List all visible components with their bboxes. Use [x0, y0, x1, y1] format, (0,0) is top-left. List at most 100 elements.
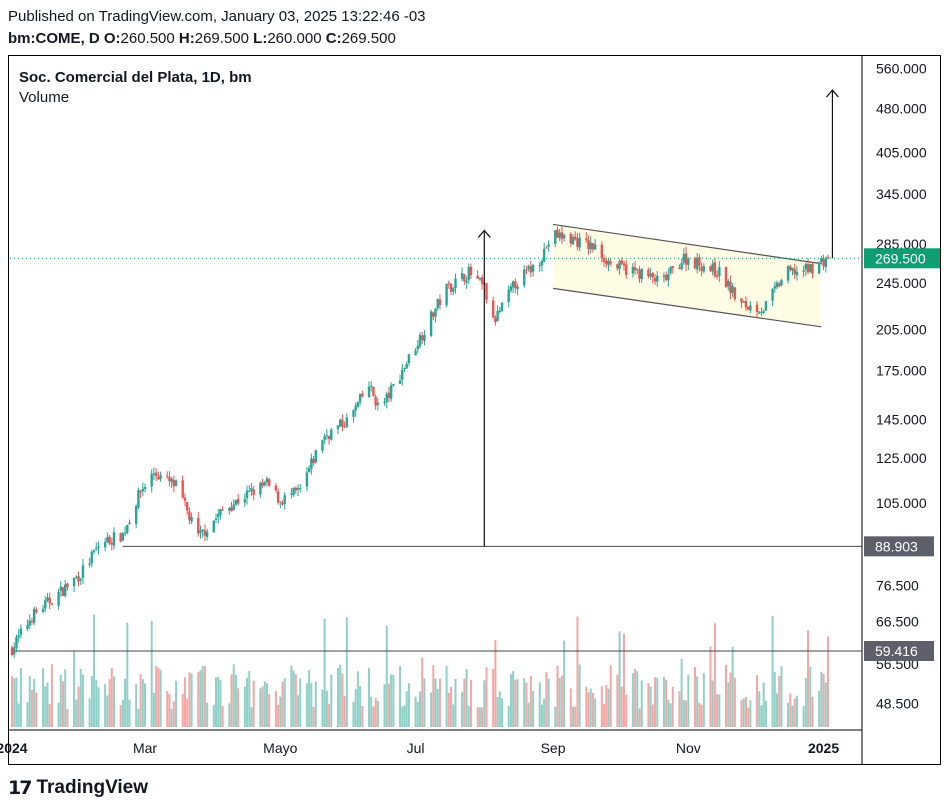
volume-bar: [669, 703, 672, 727]
volume-bar: [323, 618, 326, 727]
brand-footer[interactable]: 17 TradingView: [8, 777, 148, 799]
volume-bar: [35, 692, 38, 727]
volume-bar: [26, 702, 29, 727]
candle-body: [558, 232, 561, 238]
volume-bar: [733, 677, 736, 727]
candle-body: [554, 230, 557, 244]
volume-bar: [421, 657, 424, 727]
volume-bar: [168, 693, 171, 727]
volume-bar: [28, 676, 31, 727]
candle-body: [778, 283, 781, 287]
candle-body: [452, 288, 455, 292]
candle-body: [252, 489, 255, 496]
candle-body: [75, 576, 78, 578]
candle-body: [341, 419, 344, 427]
candle-body: [19, 628, 23, 635]
candle-body: [711, 263, 714, 272]
volume-bar: [93, 614, 96, 727]
brand-name: TradingView: [36, 777, 149, 798]
candle-body: [276, 491, 280, 503]
volume-bar: [354, 688, 357, 727]
volume-bar: [438, 678, 441, 727]
volume-bar: [572, 706, 574, 727]
candle-body: [429, 311, 433, 336]
volume-bar: [662, 677, 665, 727]
volume-bar: [339, 664, 342, 727]
volume-bar: [498, 691, 501, 727]
volume-bar: [368, 667, 370, 727]
candle-body: [678, 268, 681, 270]
volume-bar: [128, 699, 131, 727]
candle-body: [299, 487, 302, 489]
volume-bar: [219, 679, 222, 727]
time-tick-label: Jul: [407, 740, 425, 756]
volume-bar: [170, 708, 173, 727]
candle-body: [274, 485, 278, 491]
candle-body: [296, 488, 300, 490]
volume-bar: [616, 674, 619, 727]
candle-body: [356, 402, 360, 407]
volume-bar: [527, 702, 530, 727]
candle-body: [343, 426, 346, 428]
volume-bar: [603, 704, 606, 727]
volume-bar: [609, 665, 612, 727]
candle-body: [106, 537, 109, 543]
candle-body: [245, 490, 249, 499]
volume-bar: [811, 696, 814, 727]
candle-body: [13, 647, 16, 655]
volume-bar: [361, 705, 364, 727]
price-tick-label: 105.000: [876, 495, 927, 511]
candle-body: [421, 335, 424, 340]
volume-bar: [139, 674, 142, 727]
candle-body: [265, 478, 269, 483]
volume-bar: [802, 706, 805, 727]
candle-body: [809, 264, 812, 272]
candle-body: [478, 277, 482, 280]
candle-body: [454, 278, 457, 289]
volume-bar: [50, 664, 53, 727]
measure-arrow-head: [477, 229, 491, 238]
volume-bar: [560, 675, 563, 727]
volume-bar: [79, 668, 82, 727]
candle-body: [709, 266, 712, 271]
volume-bar: [744, 697, 747, 727]
volume-bar: [228, 703, 231, 727]
volume-bar: [57, 702, 60, 727]
candle-body: [143, 486, 147, 490]
candle-body: [746, 306, 750, 310]
volume-bar: [188, 672, 191, 727]
volume-bar: [698, 702, 701, 727]
candle-body: [197, 517, 200, 534]
volume-bar: [747, 707, 750, 727]
volume-bar: [773, 671, 776, 727]
close-value: 269.500: [341, 30, 396, 47]
volume-bar: [15, 677, 18, 727]
volume-bar: [234, 675, 237, 727]
legend-volume: Volume: [19, 89, 70, 106]
price-tick-label: 205.000: [876, 321, 927, 337]
candle-body: [48, 597, 51, 604]
candle-body: [199, 530, 202, 533]
volume-bar: [297, 695, 300, 727]
volume-bar: [48, 704, 51, 727]
volume-bar: [201, 666, 204, 727]
volume-bar: [294, 674, 297, 727]
candle-body: [693, 258, 697, 269]
volume-bar: [305, 683, 308, 727]
candle-body: [806, 264, 810, 273]
candle-body: [713, 262, 717, 277]
volume-bar: [501, 698, 504, 727]
volume-bar: [702, 673, 705, 727]
time-axis[interactable]: 2024 Mar Mayo Jul Sep Nov 2025: [0, 740, 839, 756]
volume-bar: [776, 693, 778, 727]
volume-bar: [376, 700, 379, 727]
volume-bar: [248, 670, 251, 727]
volume-bar: [135, 683, 138, 727]
candle-body: [90, 551, 94, 564]
volume-bar: [423, 678, 426, 727]
volume-bar: [827, 636, 829, 727]
price-axis[interactable]: 560.000 480.000 405.000 345.000 285.000 245.0…: [876, 60, 927, 711]
candle-body: [669, 267, 672, 274]
volume-bar: [558, 678, 561, 727]
